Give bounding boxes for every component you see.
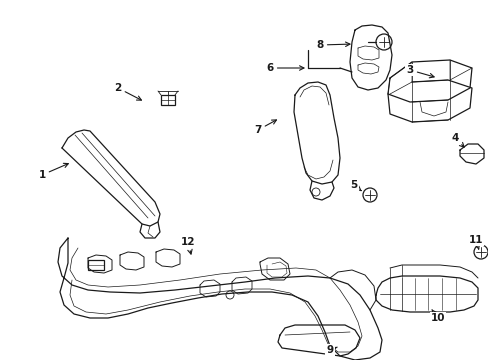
Text: 10: 10 [430, 310, 445, 323]
Bar [88, 260, 104, 270]
Text: 6: 6 [266, 63, 304, 73]
Text: 12: 12 [181, 237, 195, 254]
Text: 7: 7 [254, 120, 276, 135]
Text: 11: 11 [468, 235, 482, 249]
Bar [161, 95, 175, 105]
Text: 5: 5 [350, 180, 360, 191]
Text: 1: 1 [38, 163, 68, 180]
Text: 9: 9 [326, 345, 337, 355]
Text: 4: 4 [450, 133, 463, 147]
Text: 2: 2 [114, 83, 141, 100]
Text: 3: 3 [406, 65, 433, 78]
Text: 8: 8 [316, 40, 349, 50]
